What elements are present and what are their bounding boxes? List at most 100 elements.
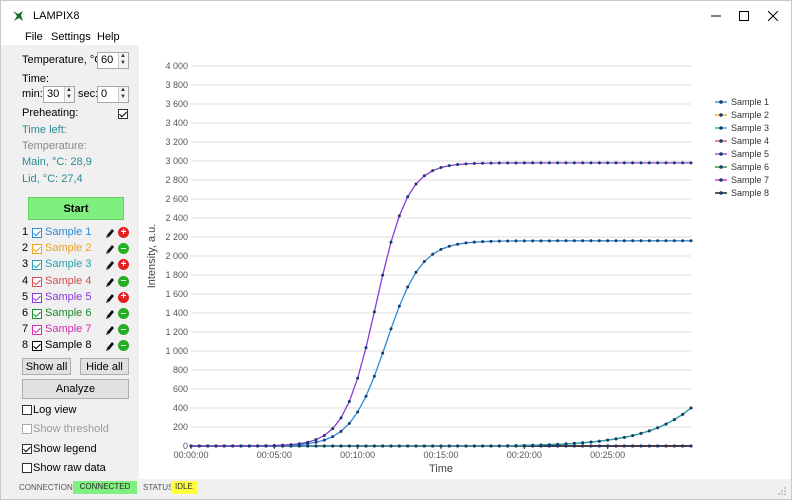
sample-checkbox[interactable] [32, 244, 42, 255]
sample-label[interactable]: Sample 5 [45, 290, 92, 303]
seconds-spinbox[interactable]: 0 ▲ ▼ [97, 86, 129, 103]
option-log-view[interactable]: Log view [22, 404, 132, 418]
minutes-stepper[interactable]: ▲ ▼ [64, 87, 74, 102]
remove-sample-icon[interactable]: + [118, 291, 129, 303]
option-checkbox[interactable] [22, 443, 32, 454]
data-point [622, 161, 626, 165]
data-point [372, 444, 376, 448]
legend-marker [719, 126, 723, 130]
data-point [397, 444, 401, 448]
sample-checkbox[interactable] [32, 260, 42, 271]
add-sample-icon[interactable]: – [118, 275, 129, 287]
sample-label[interactable]: Sample 8 [45, 339, 92, 352]
sample-label[interactable]: Sample 1 [45, 226, 92, 238]
menu-file[interactable]: File [25, 31, 43, 43]
close-button[interactable] [758, 1, 788, 31]
minutes-spinbox[interactable]: 30 ▲ ▼ [43, 86, 75, 103]
sample-row: 2 Sample 2 – [22, 242, 132, 256]
data-point [314, 440, 318, 444]
data-point [656, 239, 660, 243]
temperature-stepper[interactable]: ▲ ▼ [118, 53, 128, 68]
data-point [672, 239, 676, 243]
edit-pencil-icon[interactable] [105, 292, 115, 304]
edit-pencil-icon[interactable] [105, 227, 115, 239]
edit-pencil-icon[interactable] [105, 276, 115, 288]
data-point [514, 161, 518, 165]
data-point [581, 441, 585, 445]
data-point [647, 429, 651, 433]
data-point [531, 161, 535, 165]
resize-grip-icon[interactable] [777, 486, 787, 496]
add-sample-icon[interactable]: – [118, 308, 129, 319]
data-point [597, 161, 601, 165]
data-point [564, 161, 568, 165]
sample-label[interactable]: Sample 4 [45, 274, 92, 287]
option-show-legend[interactable]: Show legend [22, 443, 132, 457]
data-point [497, 444, 501, 448]
add-sample-icon[interactable]: – [118, 340, 129, 352]
sample-checkbox[interactable] [32, 228, 42, 238]
temperature-label: Temperature, °C: [22, 54, 106, 66]
edit-pencil-icon[interactable] [105, 243, 115, 255]
edit-pencil-icon[interactable] [105, 324, 115, 336]
data-point [464, 162, 468, 166]
sample-checkbox[interactable] [32, 341, 42, 352]
add-sample-icon[interactable]: – [118, 324, 129, 336]
sample-label[interactable]: Sample 3 [45, 258, 92, 271]
y-tick-label: 3 800 [165, 80, 188, 90]
data-point [489, 444, 493, 448]
sample-checkbox[interactable] [32, 276, 42, 287]
data-point [364, 346, 368, 350]
edit-pencil-icon[interactable] [105, 308, 115, 320]
sample-checkbox[interactable] [32, 292, 42, 303]
legend-marker [719, 191, 723, 195]
data-point [622, 444, 626, 448]
option-show-raw-data[interactable]: Show raw data [22, 462, 132, 476]
edit-pencil-icon[interactable] [105, 340, 115, 352]
sample-number: 4 [22, 274, 29, 287]
menu-help[interactable]: Help [97, 31, 120, 43]
data-point [664, 444, 668, 448]
menu-bar: File Settings Help [1, 31, 791, 45]
data-point [514, 444, 518, 448]
data-point [422, 444, 426, 448]
temperature-spinbox[interactable]: 60 ▲ ▼ [97, 52, 129, 69]
y-tick-label: 1 400 [165, 308, 188, 318]
remove-sample-icon[interactable]: + [118, 227, 129, 238]
data-point [281, 443, 285, 447]
edit-pencil-icon[interactable] [105, 259, 115, 271]
preheating-checkbox[interactable] [118, 109, 128, 119]
option-checkbox[interactable] [22, 462, 32, 473]
sample-label[interactable]: Sample 6 [45, 307, 92, 319]
add-sample-icon[interactable]: – [118, 243, 129, 255]
data-point [381, 351, 385, 355]
data-point [406, 285, 410, 289]
sample-label[interactable]: Sample 7 [45, 323, 92, 336]
hide-all-button[interactable]: Hide all [80, 358, 129, 375]
maximize-button[interactable] [729, 1, 759, 31]
option-checkbox[interactable] [22, 405, 32, 415]
start-button[interactable]: Start [28, 197, 124, 220]
sample-label[interactable]: Sample 2 [45, 242, 92, 255]
sample-checkbox[interactable] [32, 325, 42, 336]
sample-number: 5 [22, 290, 29, 303]
data-point [297, 442, 301, 446]
data-point [372, 310, 376, 314]
legend-label: Sample 4 [731, 136, 769, 146]
data-point [414, 444, 418, 448]
data-point [647, 239, 651, 243]
show-all-button[interactable]: Show all [22, 358, 71, 375]
y-tick-label: 1 200 [165, 327, 188, 337]
remove-sample-icon[interactable]: + [118, 259, 129, 271]
data-point [572, 444, 576, 448]
data-point [664, 239, 668, 243]
sample-checkbox[interactable] [32, 309, 42, 319]
data-point [272, 444, 276, 448]
data-point [481, 240, 485, 244]
seconds-stepper[interactable]: ▲ ▼ [118, 87, 128, 102]
data-point [397, 304, 401, 308]
analyze-button[interactable]: Analyze [22, 379, 129, 399]
menu-settings[interactable]: Settings [51, 31, 91, 43]
data-point [481, 161, 485, 165]
minimize-button[interactable] [701, 1, 731, 31]
